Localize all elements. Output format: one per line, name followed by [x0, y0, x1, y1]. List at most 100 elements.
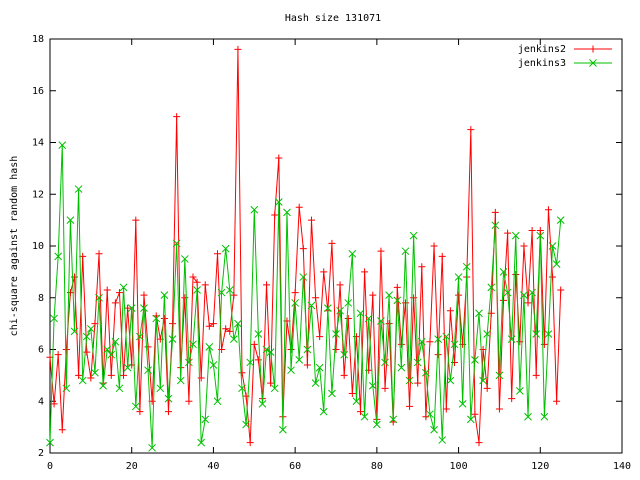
point-marker — [148, 443, 156, 452]
point-marker — [340, 371, 348, 379]
point-marker — [234, 45, 242, 53]
point-marker — [193, 286, 201, 294]
point-marker — [295, 203, 303, 211]
point-marker — [70, 327, 79, 336]
point-marker — [144, 343, 152, 351]
point-marker — [169, 320, 177, 328]
point-marker — [381, 358, 389, 367]
point-marker — [332, 330, 340, 338]
point-marker — [434, 335, 442, 344]
point-marker — [54, 252, 63, 261]
y-tick-label: 14 — [32, 138, 44, 149]
point-marker — [50, 314, 58, 323]
point-marker — [491, 208, 499, 216]
x-tick-label: 40 — [207, 461, 219, 472]
y-tick-label: 8 — [38, 293, 44, 304]
point-marker — [136, 408, 144, 416]
point-marker — [132, 216, 140, 224]
point-marker — [360, 412, 369, 421]
point-marker — [214, 250, 222, 258]
point-marker — [409, 231, 418, 240]
point-marker — [197, 374, 205, 382]
point-marker — [307, 216, 315, 224]
point-marker — [74, 185, 83, 193]
point-marker — [348, 249, 357, 258]
point-marker — [127, 304, 136, 312]
point-marker — [160, 291, 169, 300]
point-marker — [168, 335, 177, 344]
point-marker — [189, 340, 197, 349]
point-marker — [66, 216, 75, 224]
point-marker — [328, 239, 336, 247]
point-marker — [119, 283, 128, 292]
point-marker — [401, 299, 409, 307]
point-marker — [140, 291, 148, 299]
point-marker — [209, 361, 218, 369]
point-marker — [467, 126, 475, 134]
point-marker — [299, 273, 308, 281]
point-marker — [369, 291, 377, 299]
point-marker — [303, 345, 312, 354]
point-marker — [319, 407, 328, 416]
point-marker — [536, 226, 544, 234]
point-marker — [120, 371, 128, 379]
point-marker — [87, 374, 95, 382]
point-marker — [262, 345, 271, 354]
point-marker — [520, 291, 528, 300]
y-tick-label: 12 — [32, 189, 44, 200]
point-marker — [270, 384, 279, 393]
point-marker — [279, 425, 287, 434]
point-marker — [462, 262, 471, 271]
point-marker — [361, 268, 369, 276]
point-marker — [500, 296, 508, 304]
point-marker — [91, 368, 99, 377]
point-marker — [271, 211, 279, 219]
point-marker — [450, 340, 459, 349]
point-marker — [417, 337, 426, 346]
point-marker — [455, 291, 463, 299]
point-marker — [287, 366, 295, 375]
y-tick-label: 2 — [38, 448, 44, 459]
point-marker — [54, 351, 62, 359]
y-axis-label: chi-square against random hash — [9, 156, 20, 337]
x-tick-label: 80 — [371, 461, 383, 472]
point-marker — [556, 216, 565, 224]
point-marker — [275, 154, 283, 162]
point-marker — [87, 324, 95, 333]
point-marker — [430, 242, 438, 250]
point-marker — [250, 205, 259, 214]
point-marker — [181, 294, 189, 302]
point-marker — [217, 288, 226, 297]
point-marker — [222, 325, 230, 333]
point-marker — [524, 412, 532, 421]
point-marker — [323, 304, 332, 312]
point-marker — [234, 319, 242, 328]
point-marker — [442, 332, 451, 341]
point-marker — [520, 242, 528, 250]
point-marker — [299, 245, 307, 253]
legend-label: jenkins2 — [518, 44, 566, 55]
point-marker — [442, 405, 450, 413]
point-marker — [107, 371, 115, 379]
point-marker — [516, 387, 524, 395]
point-marker — [201, 415, 210, 424]
legend-marker — [589, 59, 597, 67]
point-marker — [418, 263, 426, 271]
point-marker — [385, 291, 393, 300]
point-marker — [209, 320, 217, 328]
point-marker — [312, 294, 320, 302]
point-marker — [124, 304, 132, 312]
point-marker — [160, 314, 168, 322]
point-marker — [344, 299, 353, 307]
point-marker — [291, 299, 299, 307]
point-marker — [82, 332, 91, 341]
point-marker — [426, 338, 434, 346]
point-marker — [532, 330, 541, 338]
point-marker — [471, 355, 479, 364]
point-marker — [266, 348, 275, 356]
point-marker — [115, 384, 124, 393]
point-marker — [221, 244, 230, 253]
point-marker — [140, 304, 148, 312]
point-marker — [156, 384, 165, 393]
point-marker — [274, 198, 283, 206]
